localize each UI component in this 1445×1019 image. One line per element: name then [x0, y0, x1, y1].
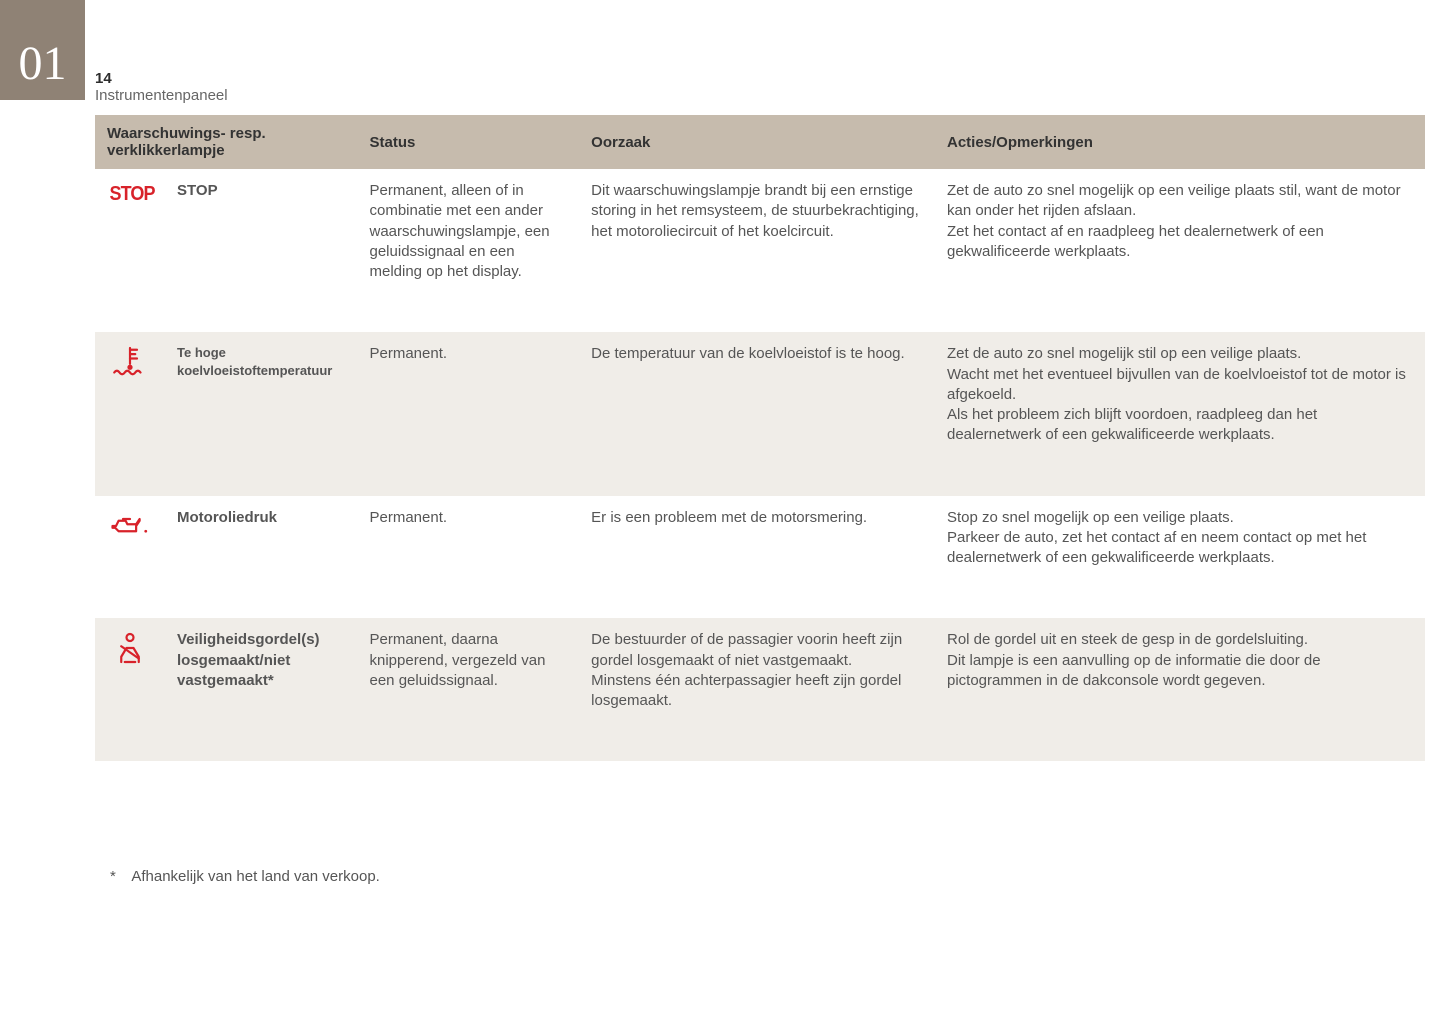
lamp-action: Zet de auto zo snel mogelijk stil op een…	[935, 332, 1425, 495]
lamp-icon-cell: STOP	[95, 169, 165, 332]
lamp-cause: De bestuurder of de passagier voorin hee…	[579, 618, 935, 761]
lamp-cause: Er is een probleem met de motorsmering.	[579, 496, 935, 619]
coolant-temp-icon	[109, 344, 151, 380]
page-header: 14 Instrumentenpaneel	[95, 70, 228, 104]
lamp-name: STOP	[165, 169, 358, 332]
lamp-icon-cell	[95, 332, 165, 495]
chapter-number: 01	[19, 40, 67, 88]
lamp-cause: De temperatuur van de koelvloeistof is t…	[579, 332, 935, 495]
stop-icon: STOP	[110, 181, 155, 208]
lamp-action: Stop zo snel mogelijk op een veilige pla…	[935, 496, 1425, 619]
footnote: * Afhankelijk van het land van verkoop.	[110, 868, 380, 885]
footnote-marker: *	[110, 868, 128, 885]
manual-page: 01 14 Instrumentenpaneel Waarschuwings- …	[0, 0, 1445, 1019]
lamp-name: Veiligheidsgordel(s) losgemaakt/niet vas…	[165, 618, 358, 761]
table-header-row: Waarschuwings- resp. verklikkerlampje St…	[95, 115, 1425, 169]
chapter-tab: 01	[0, 0, 85, 100]
warning-lamps-table: Waarschuwings- resp. verklikkerlampje St…	[95, 115, 1425, 761]
table-row: Te hoge koelvloeistoftemperatuur Permane…	[95, 332, 1425, 495]
page-number: 14	[95, 70, 228, 87]
lamp-name: Te hoge koelvloeistoftemperatuur	[165, 332, 358, 495]
col-action: Acties/Opmerkingen	[935, 115, 1425, 169]
footnote-text: Afhankelijk van het land van verkoop.	[131, 868, 380, 885]
lamp-status: Permanent.	[358, 496, 580, 619]
lamp-action: Zet de auto zo snel mogelijk op een veil…	[935, 169, 1425, 332]
col-cause: Oorzaak	[579, 115, 935, 169]
lamp-name: Motoroliedruk	[165, 496, 358, 619]
table-row: Veiligheidsgordel(s) losgemaakt/niet vas…	[95, 618, 1425, 761]
oil-pressure-icon	[109, 508, 151, 544]
lamp-cause: Dit waarschuwingslampje brandt bij een e…	[579, 169, 935, 332]
table-row: STOP STOP Permanent, alleen of in combin…	[95, 169, 1425, 332]
lamp-action: Rol de gordel uit en steek de gesp in de…	[935, 618, 1425, 761]
lamp-icon-cell	[95, 618, 165, 761]
lamp-status: Permanent.	[358, 332, 580, 495]
col-status: Status	[358, 115, 580, 169]
lamp-status: Permanent, daarna knipperend, vergezeld …	[358, 618, 580, 761]
table-row: Motoroliedruk Permanent. Er is een probl…	[95, 496, 1425, 619]
seatbelt-icon	[109, 630, 151, 666]
section-title: Instrumentenpaneel	[95, 87, 228, 104]
col-lamp: Waarschuwings- resp. verklikkerlampje	[95, 115, 358, 169]
lamp-status: Permanent, alleen of in combinatie met e…	[358, 169, 580, 332]
lamp-icon-cell	[95, 496, 165, 619]
